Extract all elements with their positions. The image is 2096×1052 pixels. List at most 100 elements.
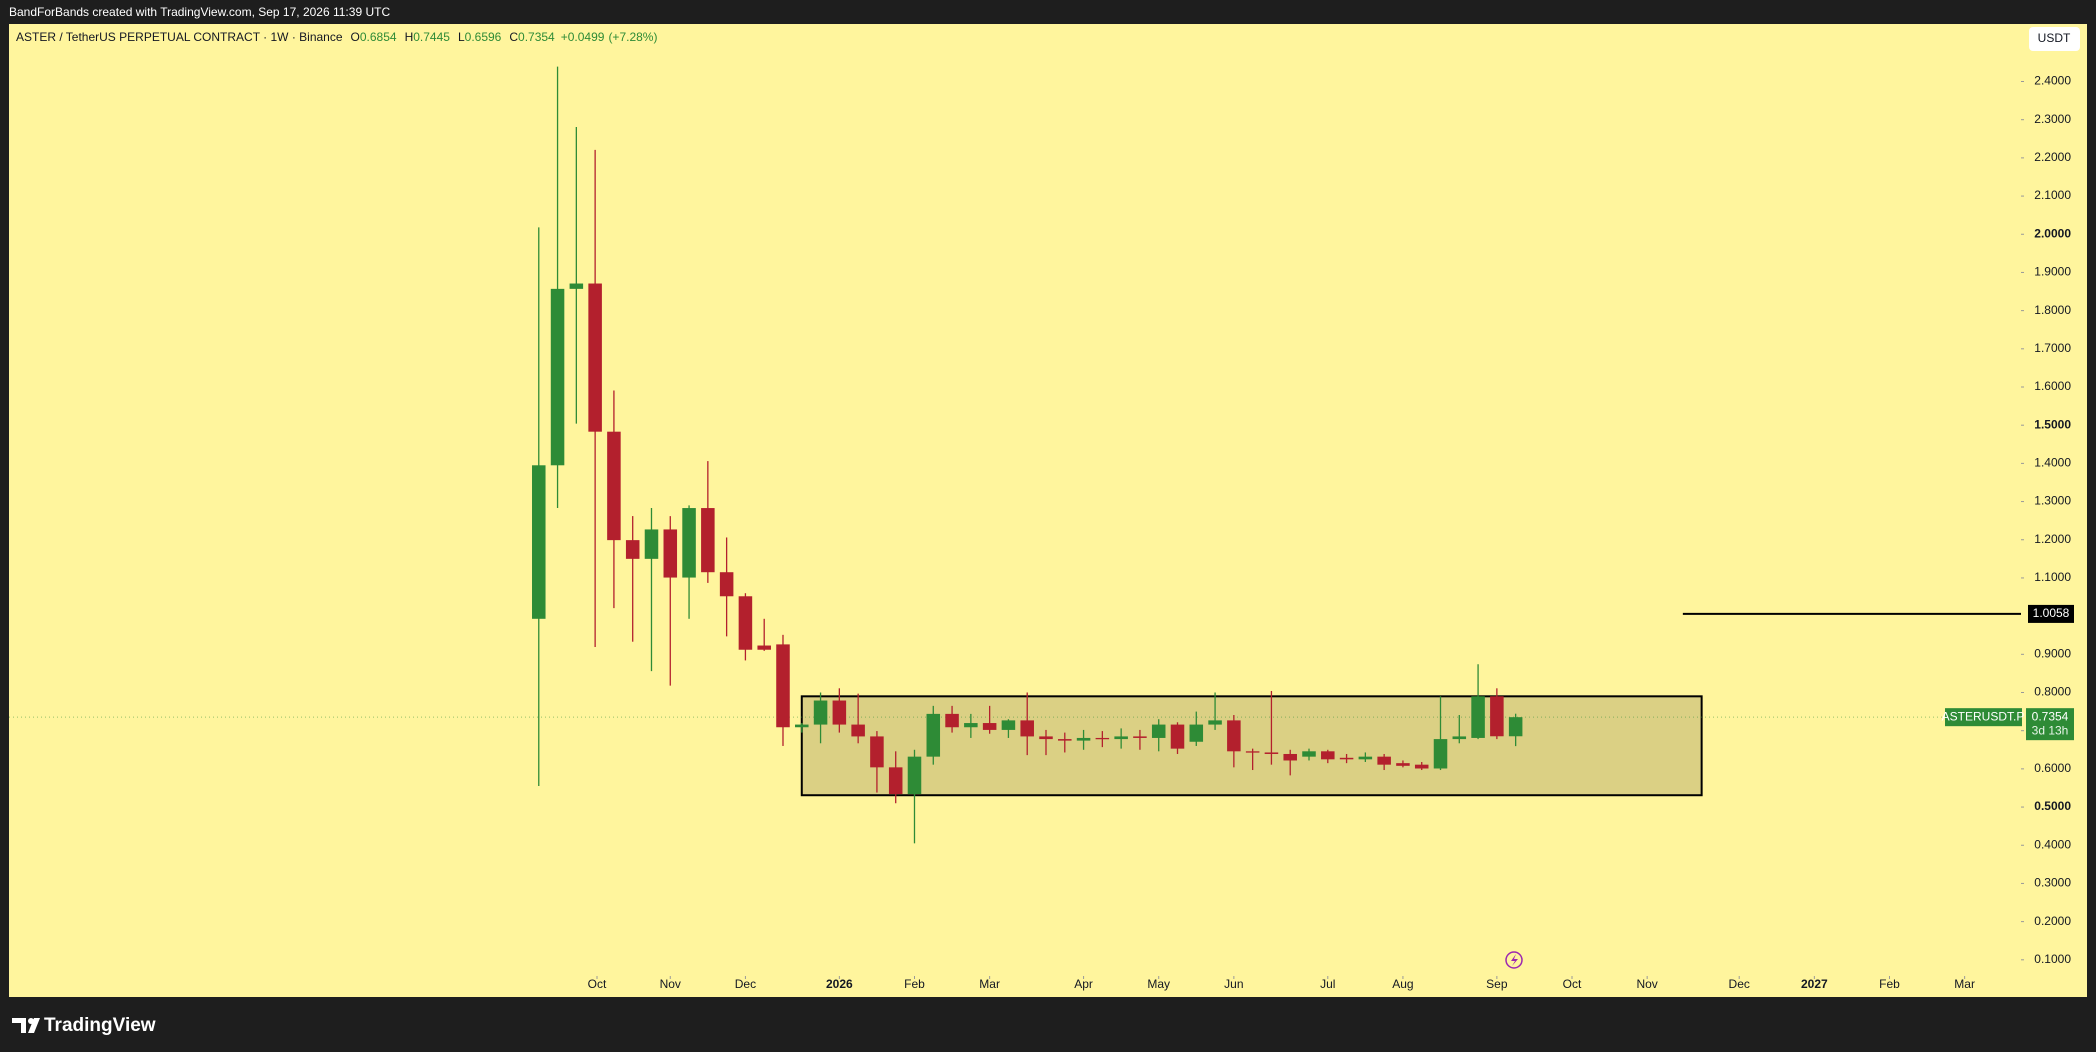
candle-body [964,723,978,728]
countdown-label: 3d 13h [2032,723,2069,737]
candle-body [1508,717,1523,737]
plot: 0.10000.20000.30000.40000.50000.60000.70… [9,66,2074,991]
candle-body [870,736,884,768]
candle-body [1170,724,1185,749]
x-tick-label: Jun [1224,977,1243,991]
candle-body [569,283,584,289]
candle-body [1189,724,1204,742]
x-tick-label: Dec [1729,977,1750,991]
y-tick-label: 1.4000 [2034,456,2071,470]
candle-body [1208,720,1222,725]
chart-header: ASTER / TetherUS PERPETUAL CONTRACT · 1W… [16,30,657,44]
ohlc-label: O [351,30,360,44]
candle-body [1283,753,1297,761]
x-tick-label: 2026 [826,977,853,991]
chart-background [9,24,2087,997]
candle-body [1076,737,1091,741]
candle-body [663,529,678,578]
price-line-label-box [2028,604,2074,623]
y-tick-label: 2.3000 [2034,112,2071,126]
candle-body [945,713,959,728]
candle-body [1227,720,1241,752]
y-tick-label: 1.1000 [2034,570,2071,584]
candle-body [1001,720,1016,730]
candle-body [1358,756,1373,760]
ohlc-value: 0.7354 [518,30,555,44]
x-tick-label: 2027 [1801,977,1828,991]
y-tick-label: 2.0000 [2034,226,2071,240]
candle-body [701,508,715,573]
y-tick-label: 0.6000 [2034,761,2071,775]
x-tick-label: Apr [1074,977,1093,991]
candle-body [532,465,546,619]
x-tick-label: Oct [588,977,607,991]
candle-body [1039,736,1053,740]
candle-body [1133,736,1147,738]
candle-body [588,283,602,432]
candle-body [776,644,790,728]
change-pct: (+7.28%) [608,30,657,44]
candle-body [1151,724,1166,738]
candle-body [1414,764,1429,769]
ohlc-label: C [509,30,518,44]
price-line-label: 1.0058 [2033,606,2070,620]
candle-body [1452,736,1467,740]
symbol-label: ASTERUSDT.P [1942,709,2025,723]
candle-body [1339,757,1354,760]
y-tick-label: 2.4000 [2034,74,2071,88]
x-tick-label: Feb [904,977,925,991]
candle-body [851,724,865,737]
candle-body [1433,739,1448,769]
candle-body [625,540,640,559]
ohlc-value: 0.7445 [413,30,450,44]
candle-body [607,431,621,541]
x-tick-label: May [1147,977,1170,991]
last-price-box [2026,708,2074,741]
x-tick-label: Aug [1392,977,1413,991]
y-tick-label: 0.2000 [2034,914,2071,928]
symbol-label-box [1945,708,2022,727]
y-tick-label: 2.2000 [2034,150,2071,164]
candle-body [682,508,696,578]
candle-body [1095,737,1110,740]
ohlc-label: L [458,30,465,44]
y-tick-label: 1.8000 [2034,303,2071,317]
event-icon-bolt [1511,954,1518,966]
ohlc-value: 0.6596 [465,30,502,44]
header-title: ASTER / TetherUS PERPETUAL CONTRACT · 1W… [16,30,343,44]
x-tick-label: Mar [1954,977,1975,991]
candle-body [888,767,903,795]
candle-body [757,645,771,650]
ohlc-label: H [405,30,414,44]
candle-body [982,723,997,730]
candle-body [1264,752,1279,754]
logo-dot [28,1018,34,1024]
candle-body [1471,696,1485,738]
candle-body [1302,751,1316,757]
candle-body [907,756,922,795]
x-tick-label: Nov [1636,977,1657,991]
candle-body [550,288,565,466]
x-tick-label: Oct [1563,977,1582,991]
candle-body [719,572,734,597]
candle-body [1321,751,1335,760]
candle-body [1058,739,1072,741]
candle-body [1114,736,1128,740]
y-tick-label: 1.9000 [2034,265,2071,279]
logo: TradingView [12,1015,156,1036]
y-tick-label: 1.3000 [2034,494,2071,508]
y-tick-label: 1.6000 [2034,379,2071,393]
attribution: BandForBands created with TradingView.co… [9,5,390,19]
logo-text: TradingView [44,1015,156,1036]
currency-label[interactable]: USDT [2038,31,2071,45]
candle-body [1020,720,1034,737]
last-price-label: 0.7354 [2032,709,2069,723]
candle-body [738,596,753,650]
y-tick-label: 0.5000 [2034,799,2071,813]
currency-button[interactable] [2029,27,2080,51]
x-tick-label: Nov [660,977,681,991]
candle-body [926,713,941,757]
x-tick-label: Sep [1486,977,1508,991]
x-tick-label: Jul [1320,977,1335,991]
